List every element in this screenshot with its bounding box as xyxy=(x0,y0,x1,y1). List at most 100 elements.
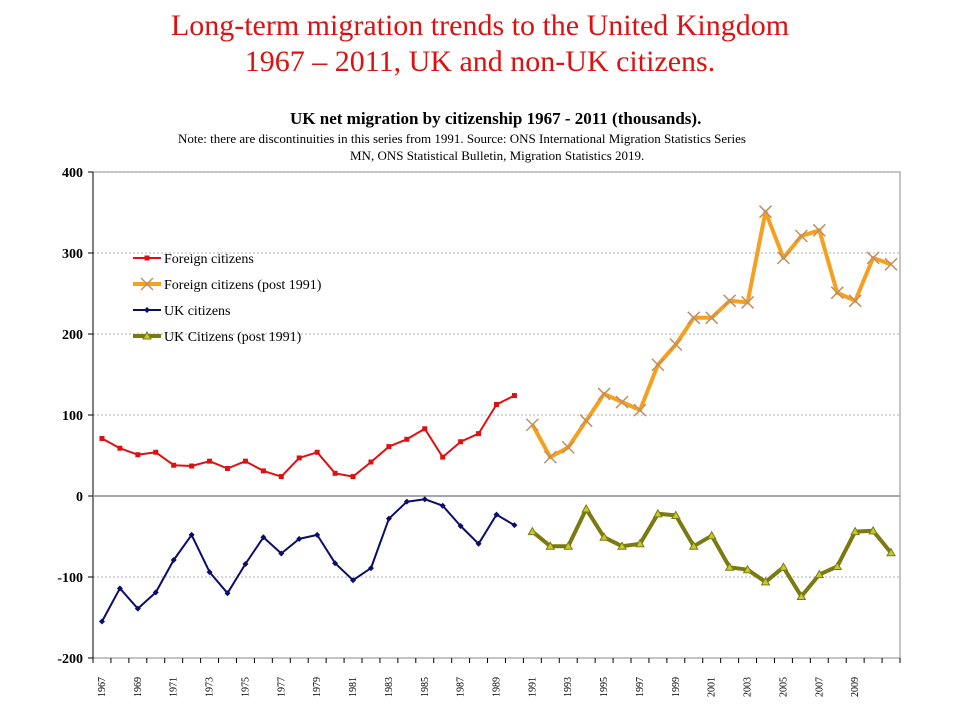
data-point xyxy=(599,532,609,541)
data-point xyxy=(812,223,826,237)
data-point xyxy=(144,307,150,313)
chart-title: UK net migration by citizenship 1967 - 2… xyxy=(290,109,701,128)
data-point xyxy=(278,474,284,480)
data-point xyxy=(171,462,177,468)
x-tick-label: 1989 xyxy=(492,677,503,697)
y-tick-label: 100 xyxy=(62,409,83,424)
data-point xyxy=(884,257,898,271)
x-tick-label: 2007 xyxy=(814,677,825,697)
data-point xyxy=(225,465,230,471)
data-point xyxy=(617,541,627,550)
x-tick-label: 1973 xyxy=(205,677,216,697)
data-point xyxy=(545,541,556,550)
data-point xyxy=(140,277,154,291)
data-point xyxy=(615,395,629,409)
data-point xyxy=(705,311,719,325)
series-line xyxy=(531,507,893,599)
chart-note-line-2: MN, ONS Statistical Bulletin, Migration … xyxy=(350,148,644,163)
slide-title-line-2: 1967 – 2011, UK and non-UK citizens. xyxy=(244,45,716,78)
data-point xyxy=(421,496,428,503)
data-point xyxy=(778,562,789,571)
x-tick-label: 2005 xyxy=(778,677,789,697)
y-tick-label: -200 xyxy=(57,652,83,667)
data-point xyxy=(207,458,213,464)
data-point xyxy=(475,540,482,547)
x-tick-label: 1999 xyxy=(671,677,682,697)
x-tick-label: 1977 xyxy=(276,677,287,697)
data-point xyxy=(314,449,320,455)
data-point xyxy=(776,251,790,265)
data-point xyxy=(830,286,844,300)
data-point xyxy=(440,454,446,460)
legend-label: UK citizens xyxy=(164,304,230,319)
data-point xyxy=(796,591,807,600)
series-line xyxy=(101,394,515,478)
data-point xyxy=(561,440,575,454)
data-point xyxy=(848,294,862,308)
data-point xyxy=(206,569,213,576)
data-point xyxy=(886,547,896,557)
data-point xyxy=(669,337,683,352)
data-point xyxy=(651,358,665,372)
data-point xyxy=(635,538,645,548)
data-point xyxy=(511,393,517,399)
data-point xyxy=(314,531,321,538)
data-point xyxy=(832,561,843,570)
data-point xyxy=(760,576,771,586)
data-point xyxy=(260,534,267,541)
data-point xyxy=(543,450,557,464)
legend-label: UK Citizens (post 1991) xyxy=(164,330,302,345)
data-point xyxy=(367,565,374,572)
data-point xyxy=(350,474,356,480)
data-point xyxy=(868,525,878,535)
data-point xyxy=(525,418,539,432)
data-point xyxy=(597,387,611,401)
plot-area: -200 -100 0 100 200 300 400 1967 1969 1971 1973 197… xyxy=(57,166,901,697)
data-point xyxy=(224,590,231,597)
x-tick-label: 1981 xyxy=(348,677,359,697)
data-point xyxy=(403,498,410,505)
data-point xyxy=(134,605,141,612)
data-point xyxy=(332,560,339,567)
series-line xyxy=(101,498,515,622)
data-point xyxy=(242,458,248,464)
y-tick-label: 400 xyxy=(62,166,83,181)
data-point xyxy=(117,445,123,451)
data-point xyxy=(688,541,699,550)
data-point xyxy=(850,526,861,536)
x-tick-label: 1967 xyxy=(97,677,108,697)
data-point xyxy=(741,295,755,309)
x-tick-label: 1979 xyxy=(312,677,323,697)
data-point xyxy=(144,255,150,261)
data-point xyxy=(385,515,392,522)
x-tick-label: 2003 xyxy=(743,677,754,697)
data-point xyxy=(422,426,428,432)
x-tick-label: 1983 xyxy=(384,677,395,697)
data-point xyxy=(153,449,159,455)
x-tick-label: 1991 xyxy=(527,677,538,697)
data-point xyxy=(458,439,464,445)
data-point xyxy=(296,535,303,542)
data-point xyxy=(742,564,753,574)
x-tick-label: 1971 xyxy=(169,677,180,697)
chart-note-line-1: Note: there are discontinuities in this … xyxy=(178,131,746,146)
x-tick-label: 2009 xyxy=(850,677,861,697)
data-point xyxy=(581,503,592,513)
data-point xyxy=(170,556,177,563)
data-point xyxy=(404,436,410,442)
data-point xyxy=(511,522,518,529)
data-point xyxy=(794,229,808,243)
data-point xyxy=(350,577,357,584)
data-point xyxy=(494,401,499,407)
data-point xyxy=(296,455,302,461)
data-point xyxy=(724,562,735,571)
data-point xyxy=(706,530,717,540)
data-point xyxy=(135,452,141,458)
y-tick-label: 200 xyxy=(62,328,83,343)
x-tick-label: 1985 xyxy=(420,677,431,697)
data-point xyxy=(579,414,593,428)
data-point xyxy=(99,435,105,441)
x-tick-label: 1987 xyxy=(456,677,467,697)
data-point xyxy=(98,618,105,625)
